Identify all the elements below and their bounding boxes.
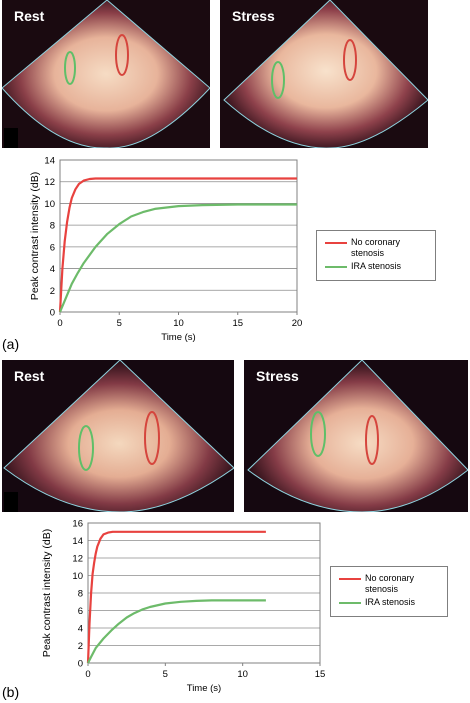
echo-label: Rest xyxy=(14,368,45,384)
legend-swatch-red xyxy=(325,242,347,244)
echo-label: Stress xyxy=(232,8,275,24)
echo-stress-b: Stress xyxy=(244,360,468,512)
plot-frame xyxy=(87,522,321,664)
x-tick-label: 10 xyxy=(173,318,184,329)
legend-item: No coronary stenosis xyxy=(339,573,439,595)
y-tick-label: 12 xyxy=(44,177,55,188)
chart-b: 0 2 4 6 8 10 12 14 16 0 5 10 15 Time (s) Peak contrast… xyxy=(30,515,330,700)
series-line-no-stenosis xyxy=(58,177,297,313)
y-tick-label: 10 xyxy=(44,199,55,210)
echo-label: Rest xyxy=(14,8,45,24)
y-tick-label: 14 xyxy=(44,156,55,167)
y-axis-label: Peak contrast intensity (dB) xyxy=(41,529,53,657)
x-tick-label: 20 xyxy=(292,318,303,329)
y-tick-label: 8 xyxy=(78,589,83,600)
echo-rest-b: Rest xyxy=(2,360,234,512)
legend-label: No coronary stenosis xyxy=(365,573,415,594)
legend-label: IRA stenosis xyxy=(365,597,416,607)
legend-label: IRA stenosis xyxy=(351,261,402,271)
series-line-no-stenosis xyxy=(86,530,266,664)
x-axis-label: Time (s) xyxy=(187,683,221,694)
chart-a: 0 2 4 6 8 10 12 14 0 5 10 15 20 Time (s) Peak contrast… xyxy=(0,150,310,360)
y-tick-label: 16 xyxy=(72,519,83,530)
legend-swatch-green xyxy=(325,266,347,268)
x-tick-label: 15 xyxy=(232,318,243,329)
x-axis-label: Time (s) xyxy=(161,332,195,343)
y-tick-label: 12 xyxy=(72,554,83,565)
y-tick-label: 6 xyxy=(78,606,83,617)
panel-label-b: (b) xyxy=(2,684,20,700)
panel-label-a: (a) xyxy=(2,336,20,352)
y-tick-label: 4 xyxy=(50,264,55,275)
legend-item: No coronary stenosis xyxy=(325,237,427,259)
x-tick-label: 5 xyxy=(117,318,122,329)
legend-label: No coronary stenosis xyxy=(351,237,401,258)
x-tick-label: 0 xyxy=(85,669,90,680)
y-tick-label: 8 xyxy=(50,221,55,232)
legend-b: No coronary stenosis IRA stenosis xyxy=(330,566,448,617)
x-tick-label: 5 xyxy=(163,669,168,680)
legend-item: IRA stenosis xyxy=(325,261,427,272)
x-tick-label: 10 xyxy=(237,669,248,680)
x-tick-label: 0 xyxy=(57,318,62,329)
legend-swatch-green xyxy=(339,602,361,604)
y-tick-label: 6 xyxy=(50,242,55,253)
y-tick-label: 2 xyxy=(50,286,55,297)
y-tick-label: 4 xyxy=(78,624,83,635)
echo-label: Stress xyxy=(256,368,299,384)
series-line-ira-stenosis xyxy=(58,203,297,313)
y-tick-label: 2 xyxy=(78,641,83,652)
y-tick-label: 0 xyxy=(78,659,83,670)
legend-a: No coronary stenosis IRA stenosis xyxy=(316,230,436,281)
plot-frame xyxy=(59,159,298,313)
legend-item: IRA stenosis xyxy=(339,597,439,608)
y-axis-label: Peak contrast intensity (dB) xyxy=(29,172,41,300)
y-tick-label: 10 xyxy=(72,571,83,582)
echo-rest-a: Rest xyxy=(2,0,210,148)
x-tick-label: 15 xyxy=(315,669,326,680)
y-tick-label: 14 xyxy=(72,536,83,547)
echo-stress-a: Stress xyxy=(220,0,428,148)
legend-swatch-red xyxy=(339,578,361,580)
series-line-ira-stenosis xyxy=(87,599,266,664)
y-tick-label: 0 xyxy=(50,308,55,319)
